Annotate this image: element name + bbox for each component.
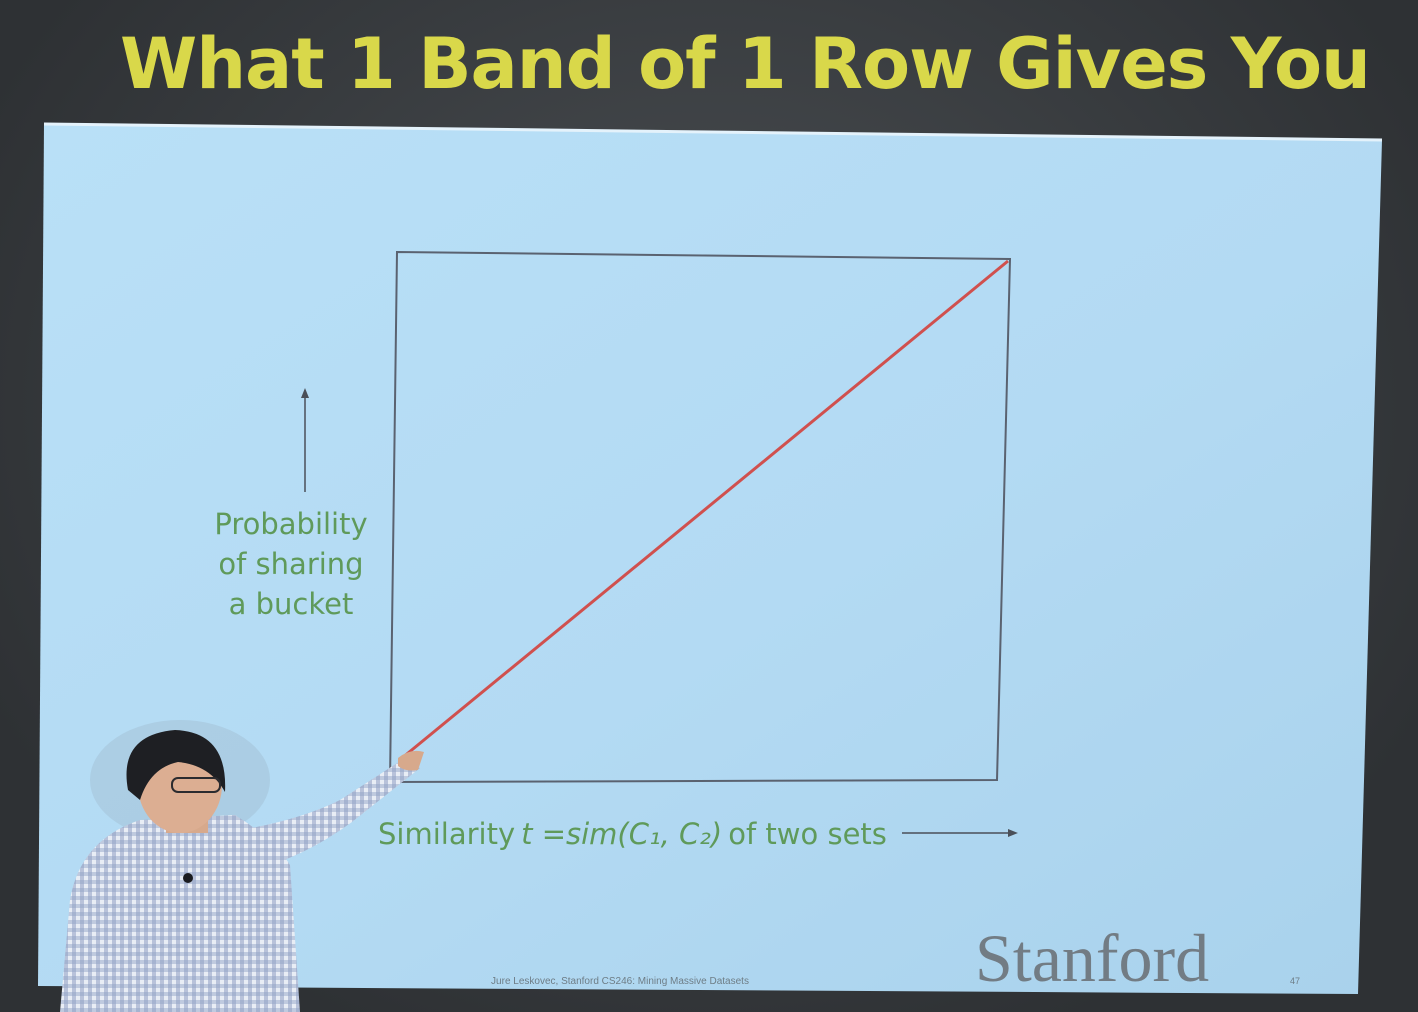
x-axis-label-formula: t =sim(C₁, C₂) xyxy=(521,817,723,851)
y-axis-label: Probability of sharing a bucket xyxy=(196,504,386,634)
x-arrow-head xyxy=(1008,829,1018,837)
page-number: 47 xyxy=(1290,976,1301,986)
stanford-logo: Stanford xyxy=(975,920,1210,996)
footer-credit: Jure Leskovec, Stanford CS246: Mining Ma… xyxy=(491,976,749,987)
y-axis-label-line: of sharing xyxy=(218,547,364,581)
slide-title: What 1 Band of 1 Row Gives You xyxy=(120,23,1371,105)
y-axis-label-line: Probability xyxy=(214,507,368,541)
x-axis-label-prefix: Similarity xyxy=(378,817,516,851)
probability-curve xyxy=(401,259,1009,760)
presenter-photo xyxy=(60,720,424,1012)
x-axis-label-suffix: of two sets xyxy=(728,817,887,851)
x-axis-label: Similarity t =sim(C₁, C₂) of two sets xyxy=(378,812,908,856)
y-axis-label-line: a bucket xyxy=(228,587,354,621)
slide-surface xyxy=(38,124,1382,994)
plot-frame xyxy=(388,250,1012,784)
y-arrow-head xyxy=(301,388,309,398)
